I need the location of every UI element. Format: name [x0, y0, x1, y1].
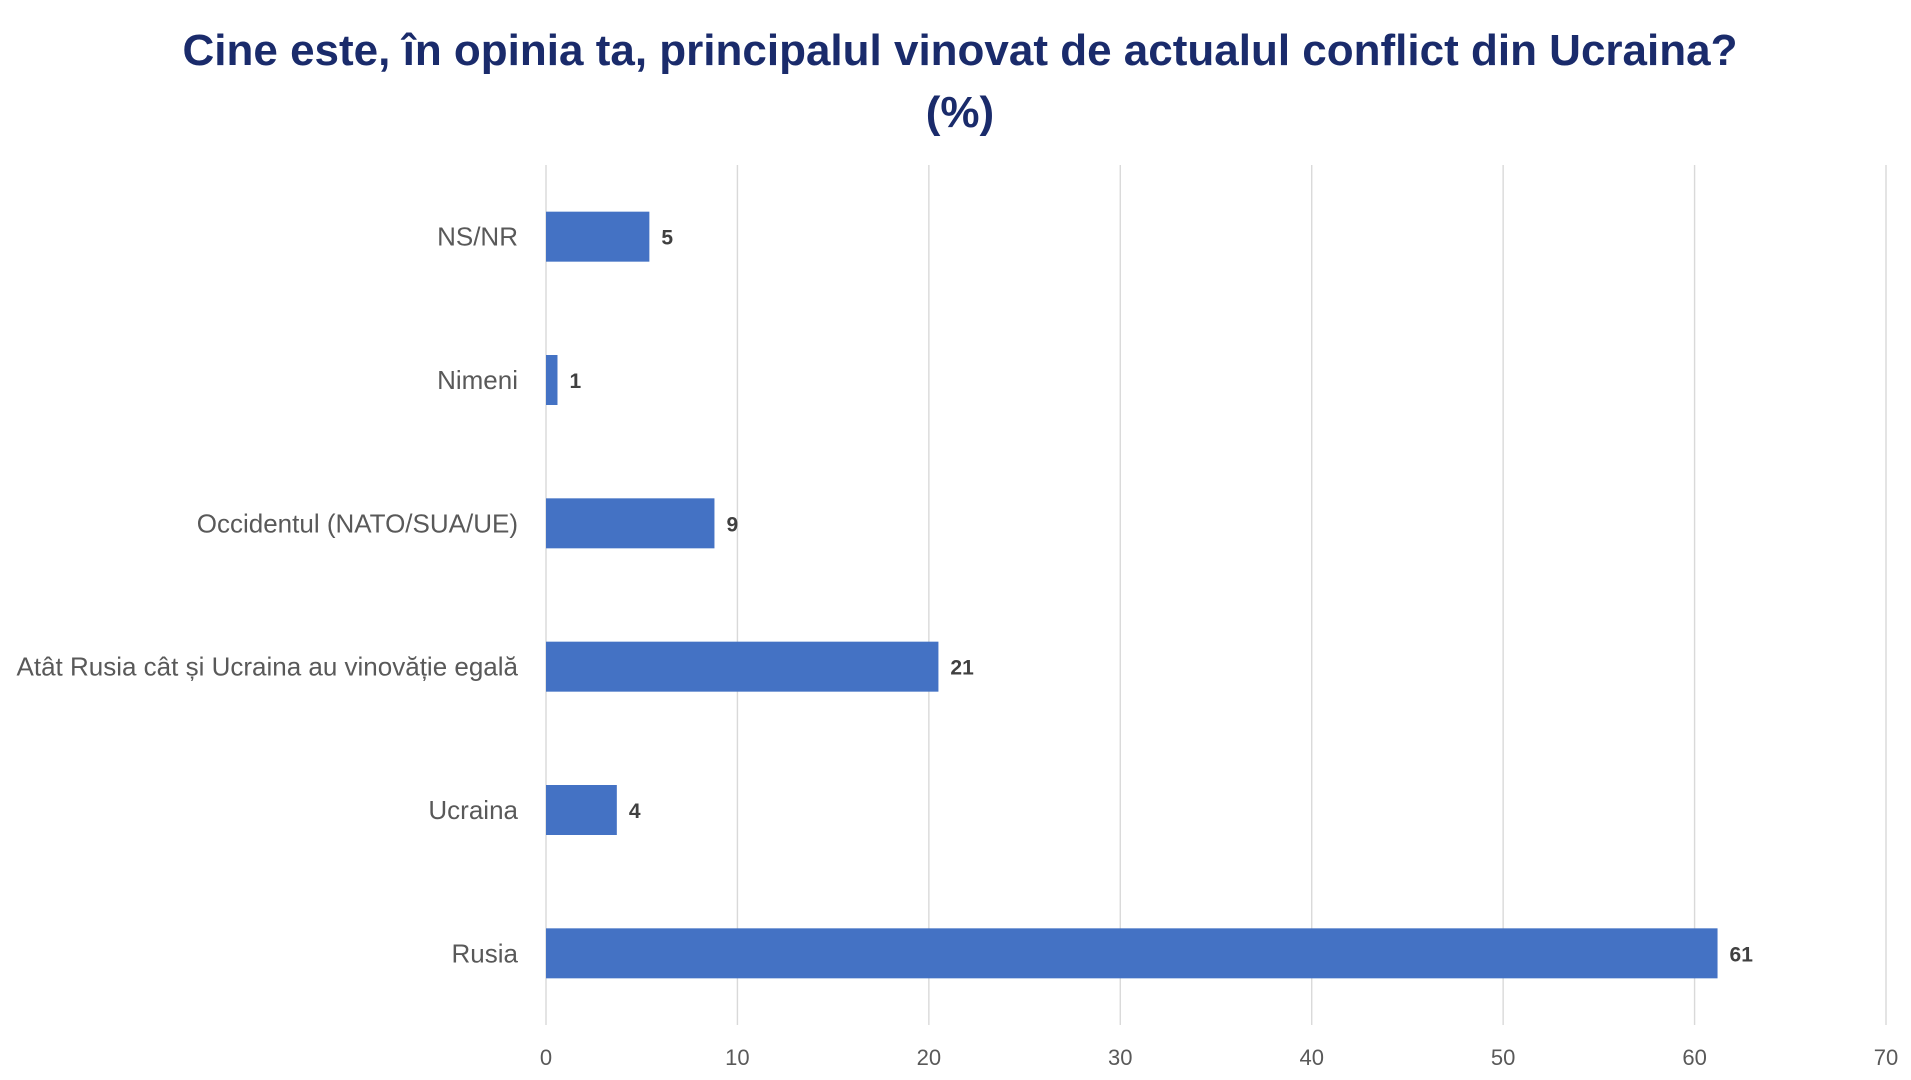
bar: [546, 785, 617, 835]
x-tick-label: 30: [1108, 1045, 1132, 1070]
category-label: Atât Rusia cât și Ucraina au vinovăție e…: [17, 652, 519, 682]
data-labels: 5 1 9 21 4 61: [569, 227, 1753, 967]
x-tick-label: 50: [1491, 1045, 1515, 1070]
x-tick-label: 0: [540, 1045, 552, 1070]
chart-title: Cine este, în opinia ta, principalul vin…: [182, 26, 1738, 137]
bar: [546, 928, 1718, 979]
bar: [546, 641, 939, 692]
category-labels: NS/NR Nimeni Occidentul (NATO/SUA/UE) Atât …: [17, 222, 519, 969]
data-label: 21: [950, 657, 974, 680]
category-label: Occidentul (NATO/SUA/UE): [197, 508, 518, 538]
category-label: Nimeni: [437, 365, 518, 395]
category-label: Rusia: [452, 938, 519, 968]
x-tick-label: 60: [1682, 1045, 1706, 1070]
bars: [546, 211, 1718, 979]
data-label: 61: [1730, 943, 1754, 966]
x-tick-label: 20: [917, 1045, 941, 1070]
bar: [546, 355, 558, 405]
data-label: 4: [629, 800, 641, 823]
x-tick-label: 70: [1874, 1045, 1898, 1070]
x-tick-label: 10: [725, 1045, 749, 1070]
bar: [546, 498, 715, 549]
data-label: 5: [661, 227, 673, 250]
category-label: Ucraina: [428, 795, 518, 825]
x-axis-ticks: 0 10 20 30 40 50 60 70: [540, 1045, 1898, 1070]
x-tick-label: 40: [1299, 1045, 1323, 1070]
data-label: 1: [569, 370, 581, 393]
category-label: NS/NR: [437, 222, 518, 252]
data-label: 9: [726, 513, 738, 536]
gridlines: [545, 165, 1887, 1025]
bar: [546, 211, 650, 262]
